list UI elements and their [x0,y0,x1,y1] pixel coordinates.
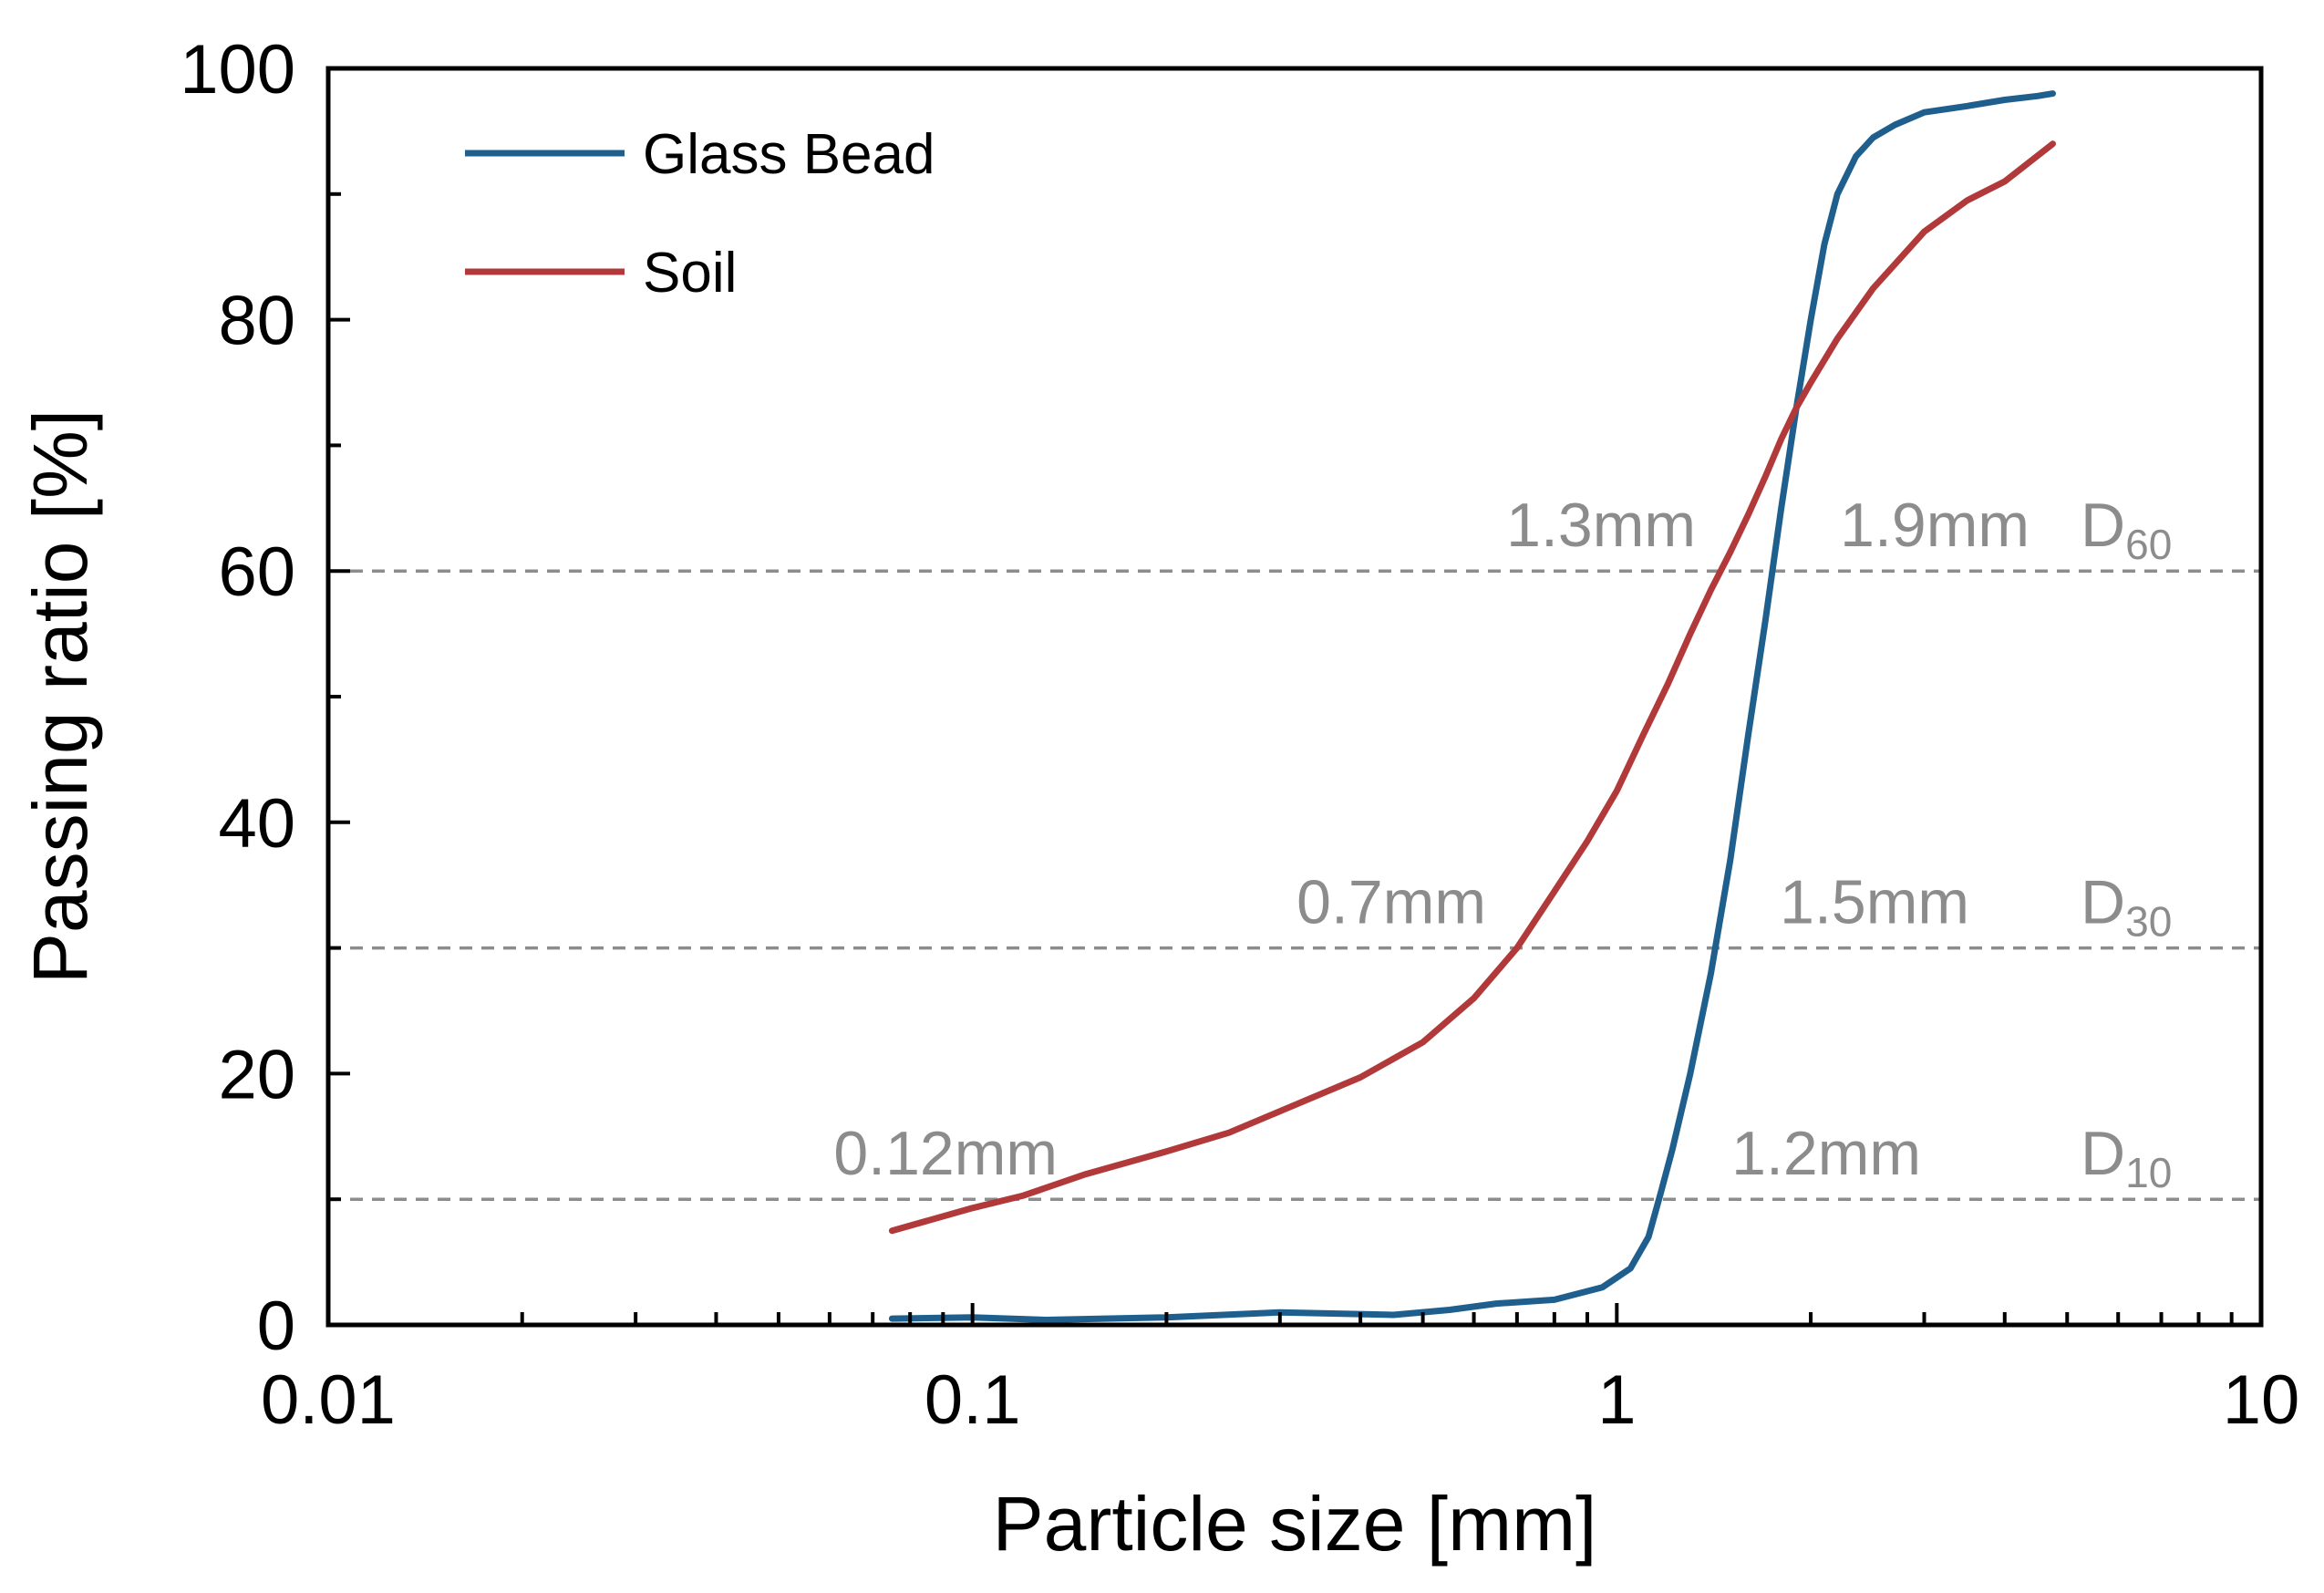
x-axis-title: Particle size [mm] [993,1481,1597,1567]
y-tick-label: 40 [218,785,295,863]
x-tick-label: 10 [2223,1361,2300,1439]
d60-label-subscript: 60 [2125,521,2172,568]
glass-bead-d10-label: 1.2mm [1731,1119,1921,1188]
legend: Glass Bead Soil [465,123,935,305]
soil-d60-label: 1.3mm [1506,491,1696,560]
soil-d10-label: 0.12mm [833,1119,1058,1188]
series-line-glass-bead [888,90,2056,1323]
d10-label-subscript: 10 [2125,1149,2172,1196]
d60-label: D60 [2081,491,2172,568]
legend-label-glass-bead: Glass Bead [643,123,935,186]
glass-bead-d30-label: 1.5mm [1780,868,1969,937]
data-series [888,90,2056,1323]
d10-label: D10 [2081,1119,2172,1196]
y-tick-label: 60 [218,533,295,611]
d60-label-main: D [2081,491,2125,560]
y-tick-label: 80 [218,283,295,360]
y-tick-label: 20 [218,1036,295,1113]
soil-d30-label: 0.7mm [1296,868,1486,937]
legend-label-soil: Soil [643,242,737,305]
series-line-soil [888,140,2056,1235]
y-tick-label: 0 [257,1288,295,1365]
x-tick-label: 0.1 [924,1361,1021,1439]
reference-lines [328,569,2261,1201]
glass-bead-d60-label: 1.9mm [1840,491,2030,560]
d10-label-main: D [2081,1119,2125,1188]
d30-label-main: D [2081,868,2125,937]
y-tick-label: 100 [180,31,295,109]
y-axis-title: Passing ratio [%] [17,409,103,984]
d30-label-subscript: 30 [2125,898,2172,946]
x-tick-label: 0.01 [261,1361,396,1439]
x-tick-label: 1 [1597,1361,1636,1439]
d30-label: D30 [2081,868,2172,946]
